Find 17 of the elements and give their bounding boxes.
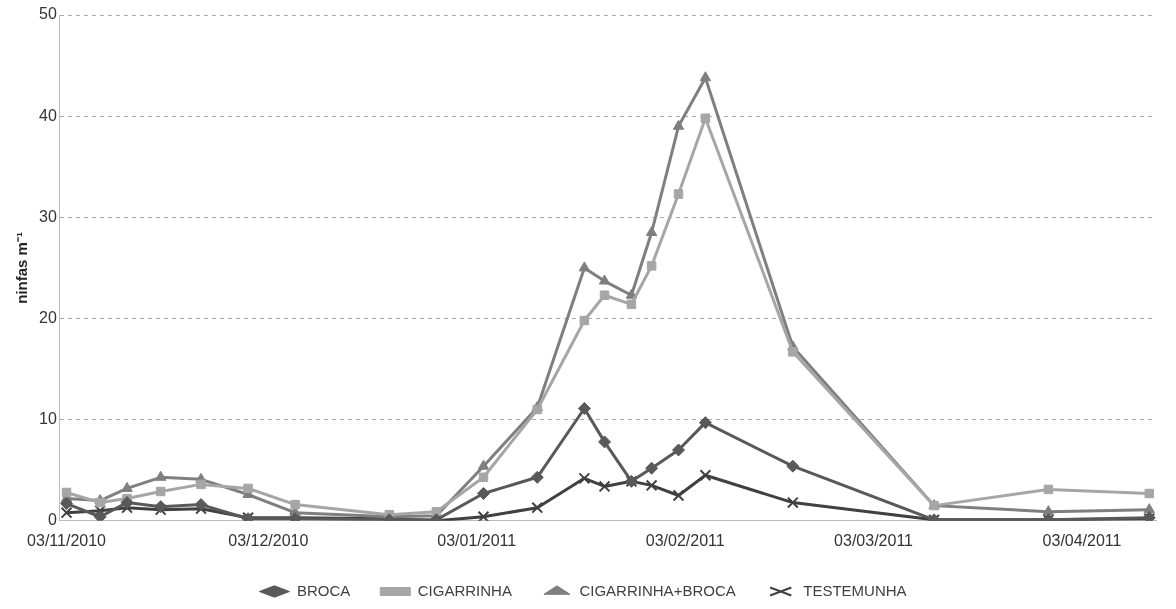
legend-label: CIGARRINHA+BROCA xyxy=(579,581,736,599)
legend-label: CIGARRINHA xyxy=(417,581,512,599)
y-axis-title: ninfas m⁻¹ xyxy=(13,232,31,304)
y-tick-label: 0 xyxy=(47,511,57,529)
y-tick-label: 20 xyxy=(39,308,57,326)
y-tick-label: 40 xyxy=(39,106,57,124)
y-tick-label: 10 xyxy=(39,410,57,428)
legend-label: TESTEMUNHA xyxy=(803,581,907,599)
legend-label: BROCA xyxy=(296,581,351,599)
x-tick-label: 03/01/2011 xyxy=(437,531,517,549)
x-tick-label: 03/04/2011 xyxy=(1042,531,1122,549)
y-tick-label: 50 xyxy=(39,5,57,23)
x-tick-label: 03/12/2010 xyxy=(228,531,309,549)
x-tick-label: 03/02/2011 xyxy=(645,531,725,549)
x-tick-label: 03/11/2010 xyxy=(27,531,107,549)
y-tick-label: 30 xyxy=(39,207,57,225)
x-tick-label: 03/03/2011 xyxy=(834,531,914,549)
